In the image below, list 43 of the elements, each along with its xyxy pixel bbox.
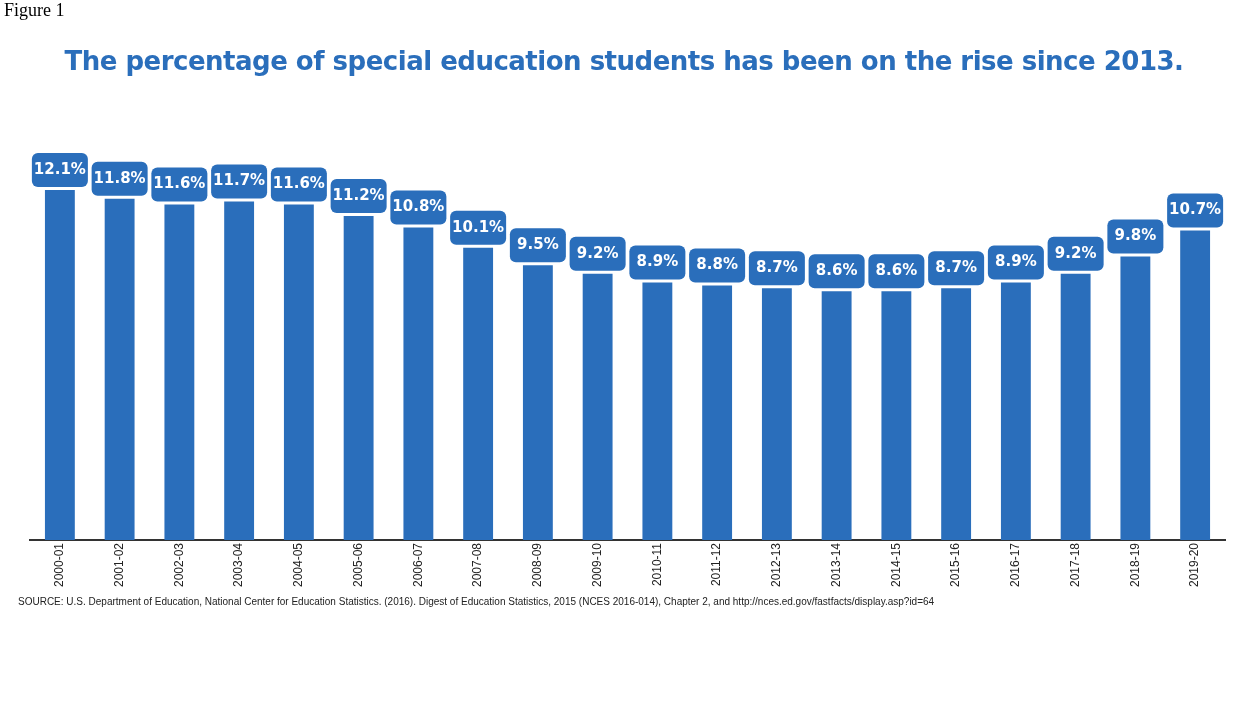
source-note: SOURCE: U.S. Department of Education, National Center for Education Statistics. (2016). Digest of Education Statistics, 2015 (NCES 2016-014), Chapter 2, and http://nces.ed.gov/fastfacts/display.asp?id=64 (18, 596, 935, 607)
x-tick-label: 2014-15 (888, 542, 903, 588)
data-label: 12.1% (33, 159, 86, 178)
data-label: 11.7% (213, 171, 266, 190)
x-tick-label: 2012-13 (769, 542, 784, 588)
data-label: 8.9% (636, 252, 679, 271)
x-tick-label: 2007-08 (470, 542, 485, 588)
x-tick-label: 2011-12 (709, 542, 724, 587)
x-tick-label: 2002-03 (171, 542, 186, 588)
data-label: 8.7% (756, 258, 798, 277)
x-tick-label: 2009-10 (589, 542, 604, 588)
data-label: 8.6% (815, 261, 858, 280)
data-label: 8.7% (935, 258, 977, 277)
chart-title: The percentage of special education students has been on the rise since 2013. (63, 46, 1185, 76)
x-tick-label: 2000-01 (52, 542, 67, 588)
data-label: 11.6% (272, 174, 325, 193)
data-label: 10.7% (1169, 200, 1222, 219)
x-tick-label: 2018-19 (1127, 542, 1142, 588)
x-tick-label: 2005-06 (350, 542, 365, 588)
x-tick-label: 2019-20 (1187, 542, 1202, 588)
data-label: 9.5% (517, 235, 559, 254)
x-tick-label: 2003-04 (231, 542, 246, 588)
data-label: 10.1% (452, 217, 505, 236)
data-label: 9.2% (576, 243, 619, 262)
data-label: 10.8% (392, 197, 445, 216)
x-tick-label: 2001-02 (111, 542, 126, 588)
data-label: 11.8% (93, 168, 146, 187)
x-tick-label: 2017-18 (1067, 542, 1082, 588)
x-tick-label: 2008-09 (530, 542, 545, 588)
data-label: 8.9% (995, 252, 1037, 271)
data-label: 8.8% (696, 255, 738, 274)
data-label: 11.2% (332, 185, 385, 204)
x-tick-label: 2010-11 (649, 542, 664, 587)
data-label: 8.6% (875, 261, 918, 280)
x-tick-label: 2015-16 (948, 542, 963, 588)
x-tick-label: 2006-07 (410, 542, 425, 588)
data-label: 9.8% (1114, 226, 1157, 245)
x-tick-label: 2013-14 (828, 542, 843, 588)
x-tick-label: 2016-17 (1008, 542, 1023, 588)
data-label: 9.2% (1054, 243, 1097, 262)
data-label: 11.6% (153, 174, 206, 193)
x-tick-label: 2004-05 (291, 542, 306, 588)
caption: Figure 1 (4, 0, 65, 21)
